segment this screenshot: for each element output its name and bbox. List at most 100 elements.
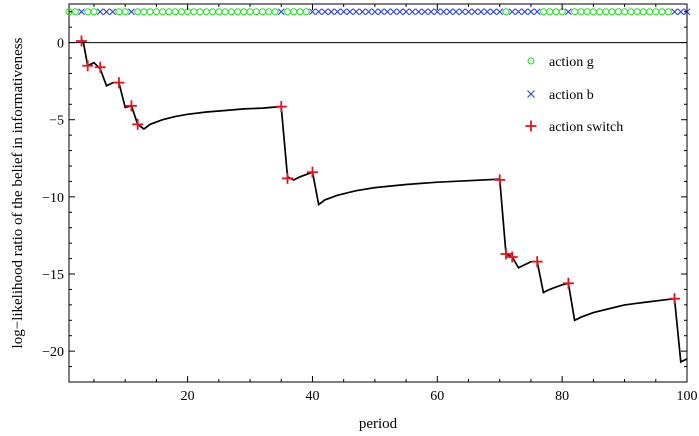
- switch-point: [494, 174, 506, 186]
- action-g-point: [302, 8, 310, 16]
- action-g-point: [159, 8, 167, 16]
- action-b-point-stroke: [671, 8, 678, 16]
- action-b-point: [128, 8, 135, 16]
- action-b-point-stroke: [340, 8, 348, 16]
- action-g-point: [227, 8, 235, 16]
- action-b-point-stroke: [677, 8, 685, 16]
- switch-point: [132, 118, 144, 130]
- action-b-point: [103, 8, 110, 16]
- action-b-point-stroke: [109, 8, 117, 16]
- action-g-point: [140, 8, 148, 16]
- action-b-point-stroke: [128, 8, 135, 16]
- action-g-point: [271, 8, 279, 16]
- action-b-point: [396, 8, 404, 16]
- action-g-point: [90, 8, 98, 16]
- action-g-point: [621, 8, 629, 16]
- plot-frame: [68, 3, 688, 383]
- action-g-point: [146, 8, 154, 16]
- action-g-point: [84, 8, 92, 16]
- action-b-point: [415, 8, 422, 16]
- action-b-point-stroke: [496, 8, 504, 16]
- action-b-point: [433, 8, 441, 16]
- action-g-point: [608, 8, 616, 16]
- action-g-point: [177, 8, 185, 16]
- switch-point: [113, 77, 125, 89]
- action-b-point-stroke: [433, 8, 441, 16]
- action-b-point: [352, 8, 360, 16]
- action-g-point: [121, 8, 129, 16]
- action-g-point: [152, 8, 160, 16]
- action-g-point: [646, 8, 654, 16]
- action-g-point: [209, 8, 217, 16]
- action-b-point-stroke: [352, 8, 360, 16]
- y-tick-label: −15: [42, 268, 64, 283]
- action-b-point-stroke: [515, 8, 522, 16]
- action-b-point-stroke: [402, 8, 410, 16]
- y-tick-label: −5: [49, 114, 64, 129]
- switch-point: [562, 277, 574, 289]
- action-g-point: [583, 8, 591, 16]
- y-axis-label: log−likelihood ratio of the belief in in…: [10, 37, 26, 348]
- x-tick-label: 100: [677, 389, 698, 404]
- action-b-point: [440, 8, 447, 16]
- action-b-point: [533, 8, 541, 16]
- y-tick-label: 0: [57, 37, 64, 52]
- action-b-point: [458, 8, 466, 16]
- switch-point: [669, 293, 681, 305]
- action-g-point: [71, 8, 79, 16]
- action-g-point: [196, 8, 204, 16]
- legend-marker-b-stroke: [527, 90, 535, 98]
- action-b-point-stroke: [427, 8, 435, 16]
- action-b-point: [309, 8, 316, 16]
- action-g-point: [602, 8, 610, 16]
- action-b-point-stroke: [327, 8, 335, 16]
- switch-point: [500, 248, 512, 260]
- action-b-point-stroke: [440, 8, 447, 16]
- action-b-point: [402, 8, 410, 16]
- action-g-point: [246, 8, 254, 16]
- action-b-point-stroke: [371, 8, 379, 16]
- switch-point: [94, 61, 106, 73]
- action-g-point: [221, 8, 229, 16]
- action-b-point-stroke: [521, 8, 529, 16]
- action-g-point: [589, 8, 597, 16]
- x-axis: 20 40 60 80 100: [93, 4, 698, 404]
- action-b-point: [365, 8, 373, 16]
- switch-point: [125, 100, 137, 112]
- legend-label: action switch: [549, 120, 623, 135]
- action-b-point: [521, 8, 529, 16]
- action-b-point-stroke: [565, 8, 572, 16]
- action-g-point: [546, 8, 554, 16]
- action-b-point: [390, 8, 397, 16]
- action-g-point: [614, 8, 622, 16]
- action-b-point: [452, 8, 460, 16]
- action-g-point: [502, 8, 510, 16]
- action-b-point-stroke: [78, 8, 85, 16]
- switch-point: [506, 251, 518, 263]
- y-axis: 0 −5 −10 −15 −20: [42, 11, 687, 383]
- action-b-point: [371, 8, 379, 16]
- legend: action g action b action switch: [525, 55, 623, 135]
- action-g-point: [652, 8, 660, 16]
- action-b-point: [96, 8, 104, 16]
- action-g-point: [190, 8, 198, 16]
- action-b-point: [277, 8, 285, 16]
- action-b-point: [427, 8, 435, 16]
- action-b-point-stroke: [483, 8, 491, 16]
- action-b-point-stroke: [346, 8, 354, 16]
- action-b-point-stroke: [527, 8, 535, 16]
- action-b-point: [321, 8, 329, 16]
- action-g-point: [633, 8, 641, 16]
- action-b-point: [490, 8, 497, 16]
- action-g-point: [240, 8, 248, 16]
- action-b-point: [78, 8, 85, 16]
- action-b-point-stroke: [315, 8, 323, 16]
- action-b-point-stroke: [452, 8, 460, 16]
- actions-layer: [65, 8, 691, 16]
- x-tick-label: 40: [305, 389, 319, 404]
- action-b-point-stroke: [309, 8, 316, 16]
- y-tick-label: −10: [42, 191, 64, 206]
- action-b-point-stroke: [415, 8, 422, 16]
- x-tick-label: 60: [430, 389, 444, 404]
